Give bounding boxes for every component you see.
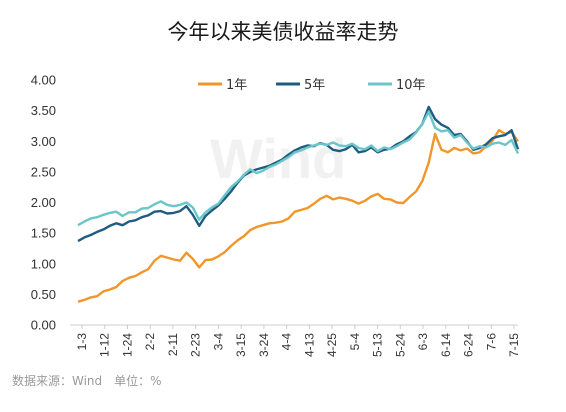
y-axis: 0.00 0.50 1.00 1.50 2.00 2.50 3.00 3.50 4.00 [31, 73, 56, 333]
x-tick-label: 1-3 [75, 333, 89, 351]
x-tick-label: 3-24 [257, 333, 271, 357]
series-line-1y [77, 129, 519, 303]
y-tick-label: 3.00 [31, 134, 56, 149]
x-tick-label: 2-2 [143, 333, 157, 351]
x-tick-label: 1-24 [120, 333, 134, 357]
x-tick-label: 2-23 [189, 333, 203, 357]
legend-label-10y: 10年 [396, 78, 426, 93]
series-line-5y [77, 105, 520, 243]
y-tick-label: 0.50 [31, 287, 56, 302]
x-tick-label: 6-24 [462, 333, 476, 357]
y-tick-label: 2.00 [31, 195, 56, 210]
y-tick-label: 1.50 [31, 226, 56, 241]
y-tick-label: 4.00 [31, 73, 56, 88]
legend-label-5y: 5年 [304, 78, 325, 93]
chart-title: 今年以来美债收益率走势 [168, 20, 399, 44]
watermark: Wind [210, 127, 346, 190]
x-tick-label: 4-4 [280, 333, 294, 351]
x-tick-label: 6-14 [439, 333, 453, 357]
x-tick-label: 5-24 [393, 333, 407, 357]
x-tick-label: 4-13 [302, 333, 316, 357]
y-tick-label: 2.50 [31, 164, 56, 179]
x-tick-label: 7-6 [484, 333, 498, 351]
source-note: 数据来源：Wind 单位：% [12, 373, 162, 388]
x-tick-label: 7-15 [507, 333, 521, 357]
x-tick-label: 5-13 [371, 333, 385, 357]
legend-label-1y: 1年 [226, 78, 247, 93]
y-tick-label: 3.50 [31, 103, 56, 118]
y-tick-label: 0.00 [31, 318, 56, 333]
x-tick-label: 4-25 [325, 333, 339, 357]
x-tick-label: 6-3 [416, 333, 430, 351]
y-tick-label: 1.00 [31, 256, 56, 271]
legend: 1年 5年 10年 [198, 78, 426, 93]
x-tick-label: 3-4 [211, 333, 225, 351]
x-tick-label: 5-4 [348, 333, 362, 351]
series-layer [77, 105, 520, 303]
series-line-10y [77, 110, 520, 227]
x-tick-label: 1-12 [98, 333, 112, 357]
x-tick-label: 2-11 [166, 333, 180, 356]
x-tick-label: 3-15 [234, 333, 248, 357]
x-axis: 1-3 1-12 1-24 2-2 2-11 2-23 3-4 3-15 3-24 4-4 4-13… [75, 325, 521, 357]
